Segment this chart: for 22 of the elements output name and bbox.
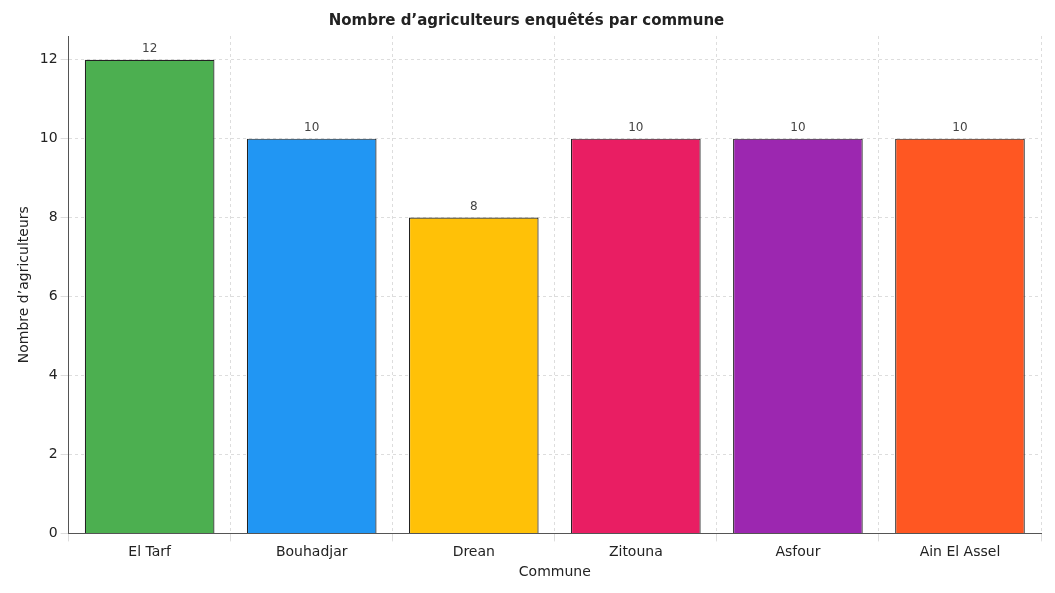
x-tick-label: Bouhadjar	[275, 543, 348, 560]
y-tick-label: 0	[48, 524, 58, 541]
y-tick-label: 8	[48, 208, 58, 225]
data-label: 10	[952, 119, 968, 134]
chart-title: Nombre d’agriculteurs enquêtés par commune	[328, 10, 725, 29]
y-tick-label: 10	[39, 129, 58, 146]
x-tick-label: Drean	[452, 543, 495, 560]
data-label: 10	[628, 119, 644, 134]
y-tick-label: 12	[39, 50, 58, 67]
y-tick-label: 4	[48, 366, 58, 383]
x-axis-title: Commune	[518, 563, 591, 580]
x-tick-label: Asfour	[775, 543, 821, 560]
data-label: 12	[142, 40, 158, 55]
y-axis-title: Nombre d’agriculteurs	[15, 206, 32, 364]
y-tick-label: 6	[48, 287, 58, 304]
data-label: 8	[469, 198, 478, 213]
x-tick-label: Ain El Assel	[919, 543, 1001, 560]
x-tick-label: El Tarf	[128, 543, 173, 560]
data-label: 10	[790, 119, 806, 134]
y-tick-label: 2	[48, 445, 58, 462]
x-tick-label: Zitouna	[608, 543, 663, 560]
data-label: 10	[304, 119, 320, 134]
